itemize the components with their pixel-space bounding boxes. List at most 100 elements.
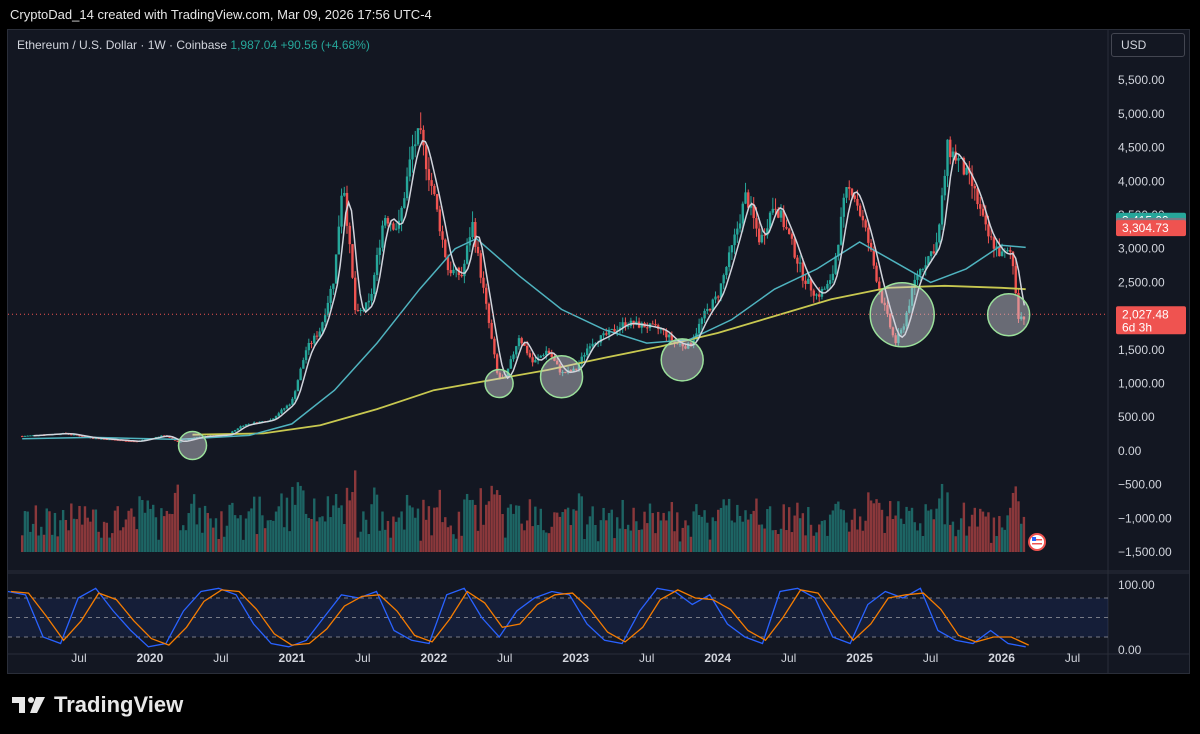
attribution-header: CryptoDad_14 created with TradingView.co… <box>10 7 432 22</box>
volume-bar <box>192 494 196 552</box>
volume-bar <box>837 501 840 552</box>
candle-body <box>438 209 442 232</box>
volume-bar <box>452 534 455 552</box>
volume-bar <box>231 502 234 552</box>
candle-body <box>452 269 455 274</box>
volume-bar <box>572 509 575 552</box>
volume-bar <box>842 510 845 552</box>
volume-bar <box>525 520 529 552</box>
volume-bar <box>596 541 600 552</box>
candle-body <box>727 252 731 268</box>
candle-body <box>591 343 594 347</box>
candle-body <box>482 277 485 288</box>
oscillator-tick-label: 0.00 <box>1118 643 1142 657</box>
volume-bar <box>157 539 160 552</box>
volume-bar <box>367 534 371 552</box>
candle-body <box>495 354 499 373</box>
candle-body <box>864 220 867 228</box>
volume-bar <box>637 529 641 552</box>
candle-body <box>678 343 682 345</box>
candle-body <box>962 157 966 175</box>
volume-bar <box>26 511 29 552</box>
volume-bar <box>485 504 488 552</box>
volume-bar <box>419 540 422 552</box>
candle-body <box>826 283 829 289</box>
volume-bar <box>512 513 515 552</box>
volume-bar <box>782 504 785 552</box>
candle-body <box>711 299 714 311</box>
currency-button[interactable]: USD <box>1111 33 1185 57</box>
volume-bar <box>187 513 190 552</box>
y-tick-label: 1,000.00 <box>1118 377 1165 391</box>
last-price: 1,987.04 <box>230 38 278 52</box>
candle-body <box>444 239 447 258</box>
highlight-circle <box>539 355 584 399</box>
volume-bar <box>899 518 903 552</box>
volume-bar <box>146 500 149 552</box>
volume-bar <box>820 520 824 552</box>
volume-bar <box>594 524 597 552</box>
candle-body <box>891 327 895 336</box>
volume-bar <box>359 531 362 552</box>
volume-bar <box>337 507 341 552</box>
volume-bar <box>233 515 237 552</box>
candle-body <box>686 343 690 349</box>
volume-bar <box>626 524 630 552</box>
y-tick-label: 1,500.00 <box>1118 343 1165 357</box>
candle-body <box>1022 316 1026 320</box>
volume-bar <box>905 506 908 552</box>
volume-bar <box>515 505 518 552</box>
volume-bar <box>998 516 1001 552</box>
candle-body <box>493 338 496 355</box>
volume-bar <box>56 536 59 552</box>
candle-body <box>569 370 573 372</box>
volume-bar <box>796 502 799 552</box>
volume-bar <box>747 519 750 552</box>
volume-bar <box>83 506 87 552</box>
volume-bar <box>449 525 452 552</box>
candle-body <box>766 228 769 236</box>
volume-bar <box>165 510 169 552</box>
volume-bar <box>91 509 95 552</box>
candle-body <box>602 333 605 336</box>
volume-bar <box>506 507 510 552</box>
volume-bar <box>152 504 155 552</box>
candle-body <box>94 438 98 440</box>
y-tick-label: 2,500.00 <box>1118 275 1165 289</box>
volume-bar <box>686 525 690 552</box>
volume-bar <box>356 537 360 552</box>
candle-body <box>932 251 936 254</box>
candle-body <box>959 157 963 159</box>
us-flag-icon <box>1028 533 1047 551</box>
candle-body <box>474 221 477 247</box>
volume-bar <box>845 522 848 552</box>
y-tick-label: 5,500.00 <box>1118 73 1165 87</box>
candle-body <box>100 438 103 440</box>
volume-bar <box>656 511 660 552</box>
volume-bar <box>299 485 302 552</box>
chart-panel[interactable]: 5,500.005,000.004,500.004,000.003,500.00… <box>7 29 1190 674</box>
candle-body <box>872 250 876 266</box>
candle-body <box>842 197 845 217</box>
chart-canvas[interactable]: 5,500.005,000.004,500.004,000.003,500.00… <box>8 30 1189 673</box>
volume-bar <box>766 509 769 552</box>
volume-bar <box>1011 492 1015 552</box>
volume-bar <box>504 537 507 552</box>
volume-bar <box>752 510 755 552</box>
candle-body <box>154 437 158 439</box>
time-axis-label: Jul <box>923 651 938 665</box>
candle-body <box>913 279 916 288</box>
volume-bar <box>149 508 152 552</box>
candle-body <box>520 338 523 344</box>
candle-body <box>722 275 725 284</box>
candle-body <box>463 263 466 277</box>
volume-bar <box>266 520 270 552</box>
candle-body <box>886 305 889 314</box>
candle-body <box>957 158 960 161</box>
volume-bar <box>635 521 638 552</box>
volume-bar <box>509 504 512 552</box>
stoch-d-line <box>10 589 1029 646</box>
candle-body <box>302 360 305 369</box>
volume-bar <box>310 519 313 552</box>
volume-bar <box>575 510 578 552</box>
